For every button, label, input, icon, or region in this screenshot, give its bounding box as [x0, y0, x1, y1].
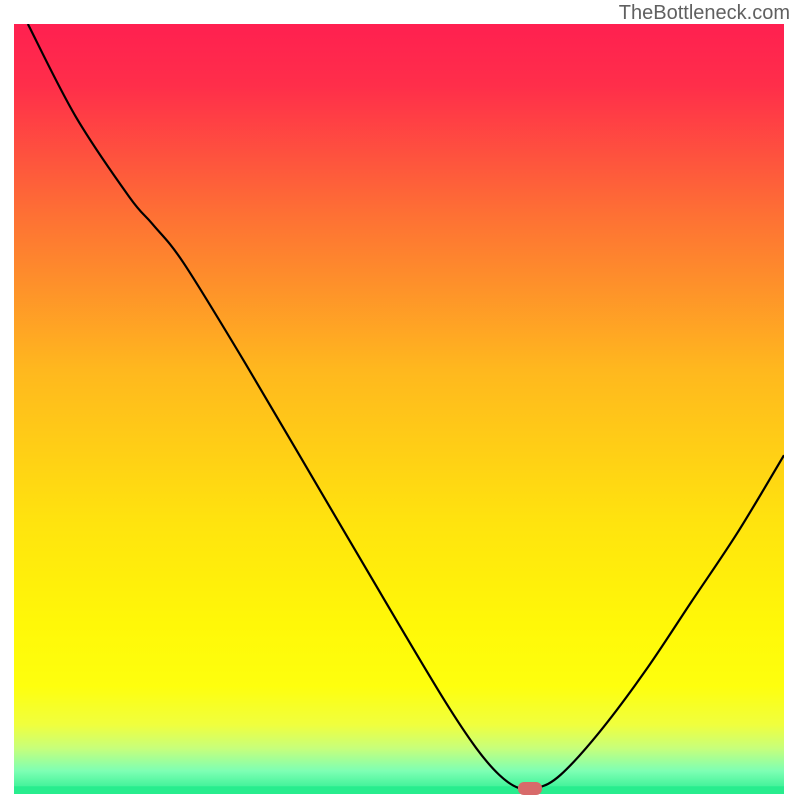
bottleneck-chart: [14, 24, 784, 794]
green-band: [14, 786, 784, 794]
watermark-text: TheBottleneck.com: [619, 2, 790, 25]
chart-svg: [14, 24, 784, 794]
gradient-background: [14, 24, 784, 794]
optimal-marker: [518, 782, 543, 795]
